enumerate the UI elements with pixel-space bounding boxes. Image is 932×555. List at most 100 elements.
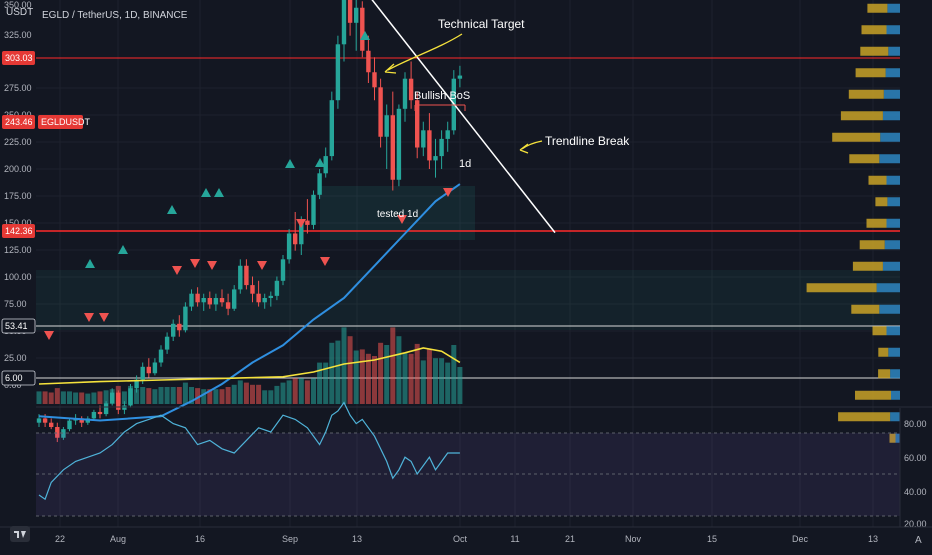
- price-badge: [1, 318, 36, 334]
- price-axis[interactable]: USDT 350.00325.00275.00250.00225.00200.0…: [0, 0, 91, 527]
- candle-body: [183, 306, 188, 331]
- profile-bar-down: [890, 369, 900, 379]
- candle-body: [201, 298, 206, 303]
- profile-bar-down: [879, 304, 900, 314]
- candle-body: [396, 108, 402, 180]
- auto-scale-button[interactable]: A: [915, 535, 922, 546]
- profile-bar-down: [883, 89, 900, 99]
- candle-body: [347, 0, 353, 23]
- label-1d: 1d: [459, 158, 471, 170]
- volume-bar: [60, 391, 66, 404]
- volume-bar: [85, 393, 91, 404]
- volume-bar: [311, 378, 316, 404]
- candle-body: [79, 418, 84, 423]
- volume-bar: [152, 389, 158, 404]
- price-tick-label: 200.00: [4, 164, 32, 174]
- volume-bar: [243, 382, 249, 404]
- volume-ma-line: [38, 347, 461, 385]
- candle-body: [408, 78, 414, 101]
- rsi-tick-label: 40.00: [904, 487, 927, 497]
- volume-bar: [280, 382, 286, 404]
- candle-body: [195, 293, 200, 303]
- profile-bar-up: [848, 89, 884, 99]
- profile-bar-up: [832, 132, 881, 142]
- volume-bar: [231, 384, 237, 404]
- volume-bar: [91, 392, 97, 404]
- grid: [36, 0, 900, 527]
- profile-bar-up: [840, 111, 883, 121]
- time-axis[interactable]: 22 Aug 16 Sep 13 Oct 11 21 Nov 15 Dec 13: [0, 526, 932, 550]
- volume-bar: [445, 362, 451, 404]
- candle-body: [171, 323, 176, 337]
- price-badge-text: 6.00: [5, 373, 23, 383]
- volume-bar: [213, 389, 219, 404]
- trendline[interactable]: [343, 0, 556, 234]
- volume-bar: [42, 391, 48, 404]
- time-tick-label: Oct: [453, 534, 468, 544]
- price-badge-text: 53.41: [5, 321, 28, 331]
- sell-arrow: [172, 266, 182, 275]
- volume-bar: [176, 387, 182, 404]
- candle-body: [354, 7, 359, 23]
- volume-profile: [806, 3, 900, 443]
- profile-bar-up: [878, 369, 891, 379]
- candle-body: [164, 336, 170, 350]
- profile-bar-up: [806, 283, 877, 293]
- volume-bar: [402, 352, 408, 404]
- volume-bar: [262, 390, 268, 404]
- volume-bar: [121, 391, 127, 404]
- volume-bar: [341, 327, 347, 404]
- volume-bar: [256, 384, 262, 404]
- candle-body: [97, 411, 103, 415]
- volume-bar: [372, 356, 377, 404]
- buy-arrow: [118, 245, 128, 254]
- candle-body: [244, 265, 249, 286]
- price-badge: [2, 224, 35, 238]
- price-tick-label: 175.00: [4, 191, 32, 201]
- sell-arrow: [257, 261, 267, 270]
- volume-bar: [396, 336, 402, 404]
- time-axis-bar: [0, 527, 932, 550]
- profile-bar-up: [872, 326, 887, 336]
- candle-body: [445, 130, 450, 139]
- bullish-bos-label: Bullish BoS: [414, 90, 470, 102]
- volume-bar: [451, 345, 457, 404]
- candle-body: [177, 323, 182, 331]
- volume-bar: [182, 382, 188, 404]
- candle-body: [49, 422, 54, 427]
- profile-bar-down: [884, 240, 900, 250]
- candle-body: [61, 429, 66, 438]
- volume-bar: [103, 390, 109, 404]
- buy-arrow: [214, 188, 224, 197]
- price-badge-text: 303.03: [5, 53, 33, 63]
- candle-body: [341, 0, 347, 45]
- profile-bar-up: [855, 68, 886, 78]
- candle-body: [238, 265, 243, 290]
- candle-body: [67, 420, 72, 430]
- volume-bar: [365, 353, 371, 404]
- symbol-title: EGLD / TetherUS, 1D, BINANCE: [42, 10, 188, 21]
- volume-bar: [146, 388, 152, 404]
- candle-body: [360, 7, 365, 51]
- volume-bar: [268, 390, 274, 404]
- candle-body: [299, 220, 304, 245]
- profile-bar-up: [866, 218, 887, 228]
- volume-bar: [353, 350, 359, 404]
- profile-bar-down: [876, 283, 900, 293]
- price-badges: 303.03 243.46 EGLDUSDT 142.36 53.41 6.00: [1, 51, 91, 386]
- volume-bar: [433, 358, 438, 404]
- rsi-axis: 80.00 60.00 40.00 20.00: [899, 408, 932, 529]
- volume-bar: [408, 353, 414, 404]
- candle-body: [158, 349, 164, 363]
- profile-bar-down: [886, 25, 900, 35]
- time-tick-label: 13: [868, 534, 878, 544]
- candle-body: [189, 293, 194, 307]
- profile-bar-down: [887, 3, 900, 13]
- trendline-break-arrowhead: [519, 143, 529, 154]
- candle-body: [140, 366, 145, 380]
- volume-bar: [67, 391, 72, 404]
- candle-body: [134, 379, 139, 389]
